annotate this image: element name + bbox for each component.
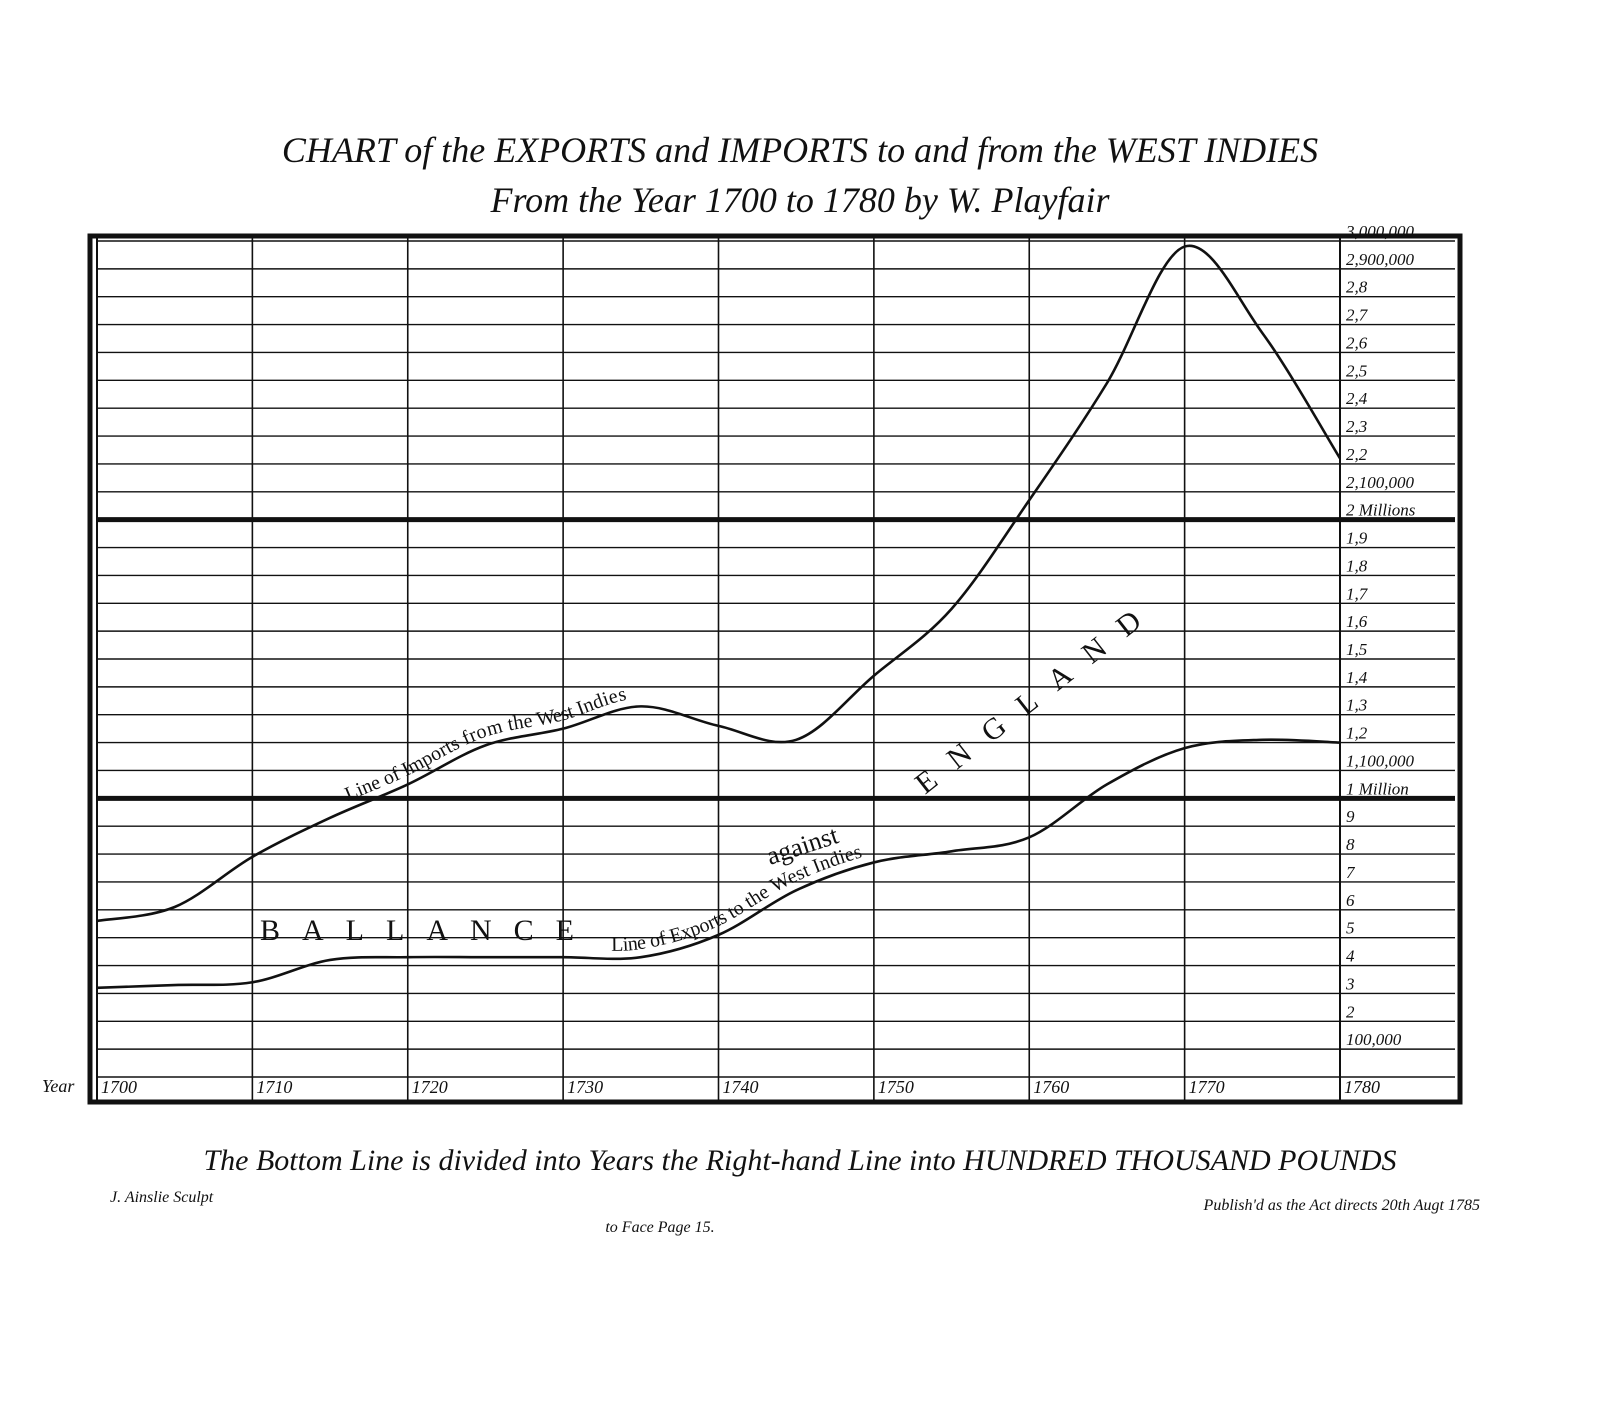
- y-tick-label: 2,900,000: [1346, 250, 1415, 269]
- y-tick-label: 1,6: [1346, 612, 1368, 631]
- y-tick-label: 2,6: [1346, 333, 1368, 352]
- x-tick-label: 1720: [412, 1077, 448, 1097]
- chart-subtitle: From the Year 1700 to 1780 by W. Playfai…: [490, 180, 1111, 220]
- y-tick-label: 3: [1345, 974, 1355, 993]
- y-tick-label: 1,3: [1346, 696, 1367, 715]
- x-tick-label: 1760: [1033, 1077, 1069, 1097]
- y-tick-label: 2 Millions: [1346, 501, 1416, 520]
- y-tick-label: 8: [1346, 835, 1355, 854]
- x-tick-label: 1710: [256, 1077, 292, 1097]
- y-tick-label: 1,2: [1346, 724, 1368, 743]
- y-tick-label: 2,7: [1346, 306, 1369, 325]
- annotation: BALLANCE: [260, 914, 596, 947]
- y-tick-label: 1,8: [1346, 556, 1368, 575]
- data-line: [96, 738, 1341, 990]
- y-tick-label: 2,5: [1346, 361, 1367, 380]
- y-tick-label: 1,9: [1346, 529, 1368, 548]
- data-line: [96, 244, 1342, 923]
- y-tick-label: 1,5: [1346, 640, 1367, 659]
- footnote: The Bottom Line is divided into Years th…: [203, 1144, 1396, 1177]
- engraver: J. Ainslie Sculpt: [110, 1189, 214, 1206]
- x-axis-label: Year: [42, 1076, 75, 1096]
- y-tick-label: 2,3: [1346, 417, 1367, 436]
- annotation: ENGLAND: [909, 590, 1165, 800]
- x-tick-label: 1700: [101, 1077, 137, 1097]
- frame: [87, 233, 1463, 1105]
- x-tick-label: 1730: [567, 1077, 603, 1097]
- x-tick-label: 1750: [878, 1077, 914, 1097]
- y-tick-label: 1 Million: [1346, 779, 1409, 798]
- y-tick-label: 1,7: [1346, 584, 1369, 603]
- page-note: to Face Page 15.: [605, 1219, 714, 1236]
- y-tick-label: 2: [1346, 1002, 1355, 1021]
- y-tick-label: 1,4: [1346, 668, 1368, 687]
- y-tick-label: 7: [1346, 863, 1356, 882]
- y-tick-label: 2,4: [1346, 389, 1368, 408]
- series-label: Line of Exports to the West Indies: [611, 841, 864, 956]
- y-tick-label: 1,100,000: [1346, 751, 1415, 770]
- chart-title: CHART of the EXPORTS and IMPORTS to and …: [282, 130, 1318, 170]
- y-tick-label: 2,8: [1346, 278, 1368, 297]
- y-tick-label: 4: [1346, 947, 1355, 966]
- x-tick-label: 1770: [1189, 1077, 1225, 1097]
- series-label-path: Line of Exports to the West Indies: [611, 841, 864, 956]
- y-tick-label: 5: [1346, 919, 1355, 938]
- publication: Publish'd as the Act directs 20th Augt 1…: [1203, 1197, 1480, 1214]
- y-tick-label: 2,100,000: [1346, 473, 1415, 492]
- y-tick-label: 9: [1346, 807, 1355, 826]
- x-tick-label: 1780: [1344, 1077, 1380, 1097]
- y-tick-label: 100,000: [1346, 1030, 1402, 1049]
- y-tick-label: 3,000,000: [1345, 222, 1415, 241]
- y-tick-label: 2,2: [1346, 445, 1368, 464]
- y-tick-label: 6: [1346, 891, 1355, 910]
- x-tick-label: 1740: [723, 1077, 759, 1097]
